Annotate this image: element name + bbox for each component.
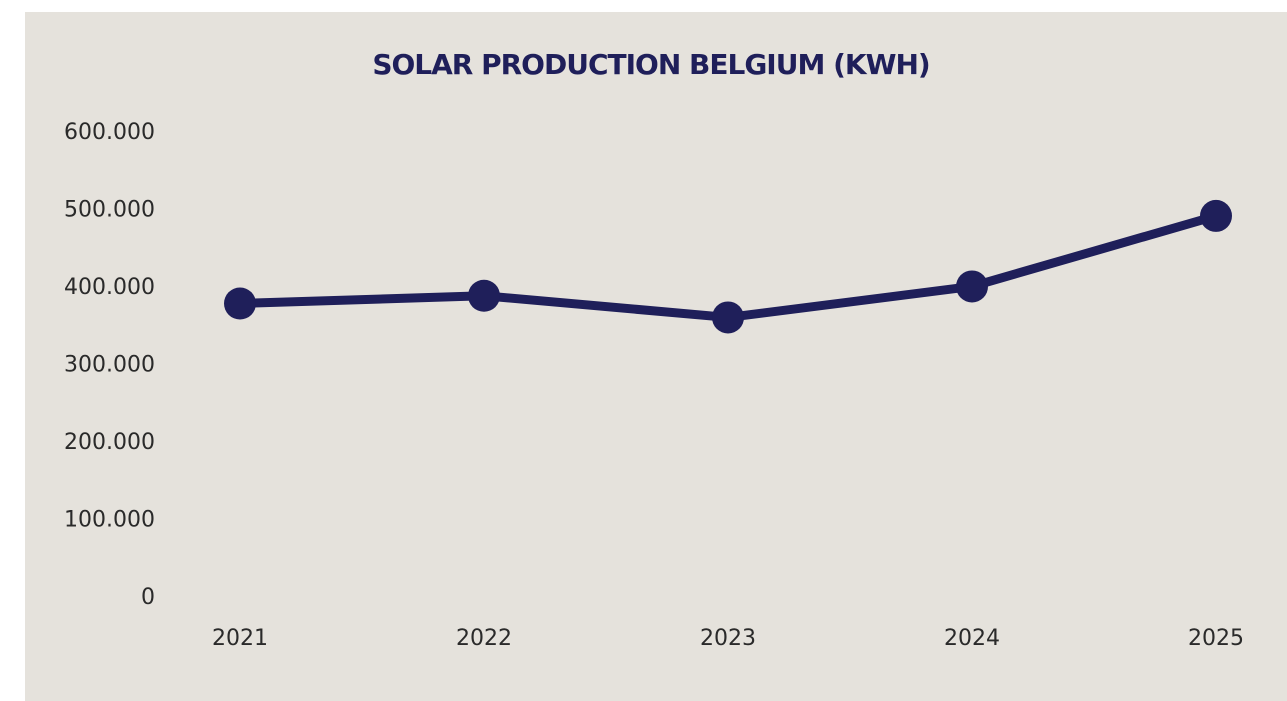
y-tick-label: 400.000 <box>64 275 155 300</box>
point <box>224 287 256 320</box>
y-tick-label: 200.000 <box>64 430 155 455</box>
x-tick-label: 2024 <box>944 626 1000 651</box>
x-tick-label: 2025 <box>1188 626 1244 651</box>
y-tick-label: 0 <box>141 585 155 610</box>
y-tick-label: 500.000 <box>64 198 155 223</box>
y-tick-label: 300.000 <box>64 353 155 378</box>
y-tick-label: 600.000 <box>64 120 155 145</box>
x-tick-label: 2023 <box>700 626 756 651</box>
y-tick-label: 100.000 <box>64 508 155 533</box>
chart-title: SOLAR PRODUCTION BELGIUM (KWH) <box>372 48 929 81</box>
point <box>468 279 500 312</box>
point <box>1200 199 1232 232</box>
chart-background <box>25 12 1287 701</box>
x-tick-label: 2021 <box>212 626 268 651</box>
x-tick-label: 2022 <box>456 626 512 651</box>
point <box>956 270 988 303</box>
point <box>712 301 744 334</box>
